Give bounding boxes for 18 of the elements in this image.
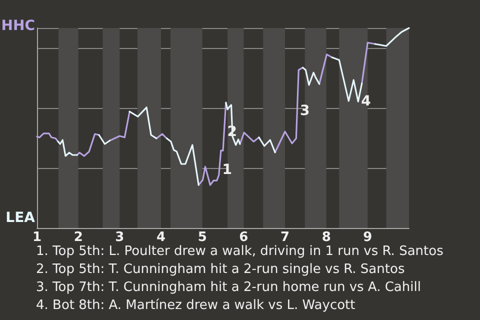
x-tick-label: 6 xyxy=(239,230,248,245)
x-tick-label: 5 xyxy=(198,230,207,245)
annotation: 1 xyxy=(222,162,232,178)
annotation: 4 xyxy=(361,94,372,110)
text: LEA xyxy=(6,210,36,226)
text: 1. Top 5th: L. Poulter drew a walk, driving in 1 run vs R. Santos xyxy=(36,244,444,259)
x-tick-label: 3 xyxy=(115,230,124,245)
x-tick-label: 2 xyxy=(74,230,83,245)
x-tick-label: 4 xyxy=(156,230,166,245)
x-tick-label: 1 xyxy=(32,230,42,245)
x-tick-label: 8 xyxy=(322,230,331,245)
text: HHC xyxy=(1,18,36,34)
annotation: 3 xyxy=(300,103,310,119)
x-tick-label: 9 xyxy=(363,230,372,245)
x-tick-label: 7 xyxy=(280,230,290,245)
text: 2. Top 5th: T. Cunningham hit a 2-run single vs R. Santos xyxy=(36,262,405,277)
text: 3. Top 7th: T. Cunningham hit a 2-run home run vs A. Cahill xyxy=(36,280,421,295)
text: 4. Bot 8th: A. Martínez drew a walk vs L. Waycott xyxy=(36,298,356,313)
